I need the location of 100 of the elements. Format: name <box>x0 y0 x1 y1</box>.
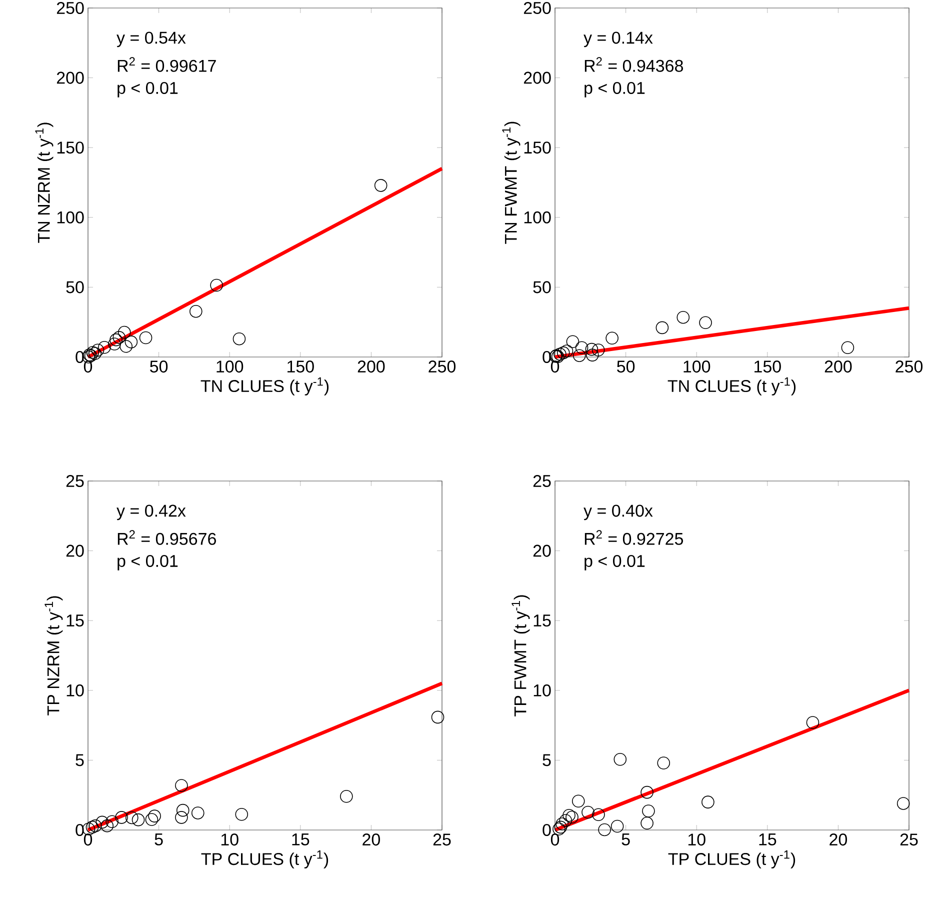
point <box>96 816 109 829</box>
x-tick-label: 25 <box>900 834 918 846</box>
y-tick-label: 200 <box>524 72 551 84</box>
point <box>614 752 627 766</box>
annotation: R$^{2}$ = 0.99617 <box>118 57 216 72</box>
point <box>340 790 353 803</box>
point <box>145 813 158 826</box>
point <box>100 819 114 832</box>
point <box>676 310 690 324</box>
annotation: y = 0.54x <box>116 32 186 48</box>
point <box>106 815 118 828</box>
y-axis-title: TP FWMT (t y$^{-1}$) <box>512 595 530 716</box>
point <box>806 716 820 729</box>
point <box>572 794 585 808</box>
annotation: p < 0.01 <box>118 82 178 98</box>
x-tick-label: 20 <box>362 834 380 846</box>
y-tick-label: 20 <box>66 544 84 557</box>
point <box>86 346 100 359</box>
x-tick-label: 5 <box>622 834 630 846</box>
point <box>139 331 152 344</box>
point <box>586 348 599 362</box>
point <box>556 817 568 830</box>
point <box>598 823 611 836</box>
point <box>176 804 190 817</box>
point <box>124 336 138 348</box>
point <box>175 811 188 824</box>
x-tick-label: 0 <box>550 834 560 846</box>
point <box>210 278 223 292</box>
y-tick-label: 100 <box>57 211 84 224</box>
x-tick-label: 50 <box>617 360 635 373</box>
y-tick-label: 15 <box>66 614 84 627</box>
point <box>175 779 188 792</box>
y-tick-label: 50 <box>533 281 551 294</box>
annotation: p < 0.01 <box>584 554 645 570</box>
y-tick-label: 200 <box>56 72 84 84</box>
point <box>98 340 111 354</box>
x-tick-label: 0 <box>84 834 92 846</box>
point <box>235 808 248 821</box>
point <box>115 811 128 824</box>
x-tick-label: 200 <box>358 360 385 373</box>
x-axis-title: TN CLUES (t y$^{-1}$) <box>200 377 329 396</box>
point <box>566 335 580 348</box>
y-axis-title: TN FWMT (t y$^{-1}$) <box>502 122 520 244</box>
point <box>582 806 594 819</box>
point <box>108 338 121 350</box>
x-tick-label: 15 <box>292 834 310 846</box>
y-tick-label: 250 <box>524 2 551 14</box>
point <box>592 344 605 356</box>
x-tick-label: 25 <box>433 834 451 846</box>
y-tick-label: 100 <box>524 211 551 224</box>
x-axis-title: TP CLUES (t y$^{-1}$) <box>201 850 328 868</box>
point <box>575 341 588 354</box>
y-tick-label: 5 <box>76 754 84 766</box>
annotation: y = 0.14x <box>584 32 653 48</box>
point <box>431 710 444 724</box>
x-tick-label: 10 <box>221 834 238 846</box>
point <box>110 333 122 346</box>
point <box>896 797 910 810</box>
annotation: y = 0.42x <box>116 504 186 520</box>
point <box>592 808 605 822</box>
point <box>132 813 145 826</box>
point <box>699 316 712 330</box>
y-axis-title: TN NZRM (t y$^{-1}$) <box>35 122 54 243</box>
y-tick-label: 0 <box>542 824 551 836</box>
x-tick-label: 100 <box>684 360 710 373</box>
x-tick-label: 15 <box>759 834 776 846</box>
point <box>566 810 578 824</box>
x-tick-label: 250 <box>428 360 456 373</box>
point <box>86 820 99 834</box>
x-tick-label: 20 <box>830 834 847 846</box>
y-tick-label: 150 <box>57 142 84 154</box>
x-tick-label: 50 <box>150 360 168 373</box>
point <box>640 786 654 799</box>
point <box>112 331 126 344</box>
y-tick-label: 20 <box>533 544 551 557</box>
point <box>610 820 624 833</box>
point <box>118 326 131 339</box>
y-tick-label: 50 <box>66 281 84 294</box>
point <box>190 304 202 318</box>
point <box>125 811 138 824</box>
point <box>148 810 161 822</box>
point <box>88 819 102 832</box>
point <box>232 332 246 346</box>
y-axis-title: TP NZRM (t y$^{-1}$) <box>44 596 63 716</box>
x-tick-label: 200 <box>824 360 852 373</box>
x-tick-label: 100 <box>216 360 244 373</box>
x-tick-label: 10 <box>688 834 706 846</box>
point <box>585 342 598 356</box>
y-tick-label: 250 <box>56 2 84 14</box>
annotation: p < 0.01 <box>584 82 645 98</box>
y-tick-label: 10 <box>534 684 551 696</box>
point <box>572 349 586 362</box>
annotation: y = 0.40x <box>584 504 653 520</box>
point <box>562 808 576 822</box>
y-tick-label: 10 <box>66 684 84 696</box>
point <box>656 321 669 334</box>
y-tick-label: 25 <box>533 474 551 488</box>
x-tick-label: 150 <box>754 360 781 373</box>
point <box>88 347 102 360</box>
point <box>559 814 572 827</box>
